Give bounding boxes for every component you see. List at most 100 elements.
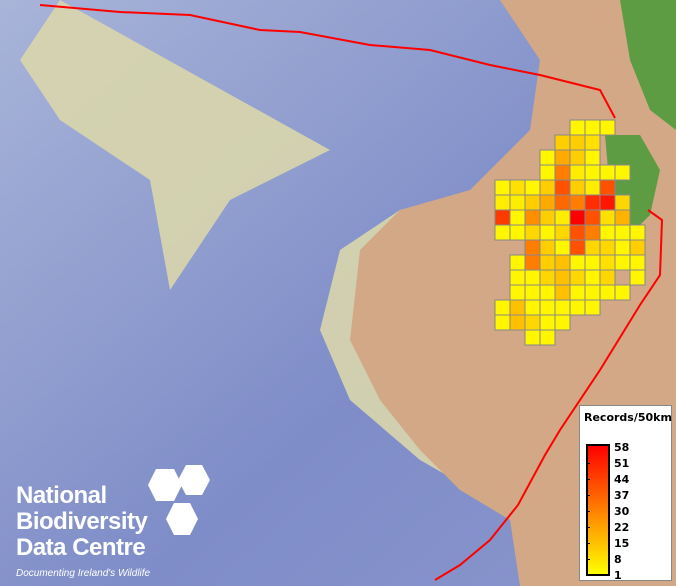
grid-square[interactable]: [614, 164, 631, 181]
grid-square[interactable]: [584, 149, 601, 166]
grid-square[interactable]: [539, 269, 556, 286]
grid-square[interactable]: [569, 254, 586, 271]
grid-square[interactable]: [569, 149, 586, 166]
grid-square[interactable]: [569, 269, 586, 286]
grid-square[interactable]: [614, 224, 631, 241]
grid-square[interactable]: [509, 179, 526, 196]
grid-square[interactable]: [599, 164, 616, 181]
grid-square[interactable]: [629, 269, 646, 286]
grid-square[interactable]: [554, 239, 571, 256]
grid-square[interactable]: [614, 194, 631, 211]
grid-square[interactable]: [569, 209, 586, 226]
grid-square[interactable]: [584, 134, 601, 151]
grid-square[interactable]: [539, 164, 556, 181]
grid-square[interactable]: [524, 284, 541, 301]
grid-square[interactable]: [554, 284, 571, 301]
grid-square[interactable]: [524, 224, 541, 241]
grid-square[interactable]: [599, 224, 616, 241]
grid-square[interactable]: [584, 299, 601, 316]
grid-square[interactable]: [524, 179, 541, 196]
grid-square[interactable]: [539, 284, 556, 301]
grid-square[interactable]: [584, 284, 601, 301]
grid-square[interactable]: [509, 254, 526, 271]
grid-square[interactable]: [524, 329, 541, 346]
grid-square[interactable]: [524, 209, 541, 226]
grid-square[interactable]: [554, 314, 571, 331]
grid-square[interactable]: [569, 119, 586, 136]
grid-square[interactable]: [539, 329, 556, 346]
grid-square[interactable]: [569, 284, 586, 301]
grid-square[interactable]: [524, 254, 541, 271]
grid-square[interactable]: [554, 269, 571, 286]
grid-square[interactable]: [614, 284, 631, 301]
grid-square[interactable]: [554, 179, 571, 196]
grid-square[interactable]: [539, 194, 556, 211]
grid-square[interactable]: [509, 269, 526, 286]
grid-square[interactable]: [599, 254, 616, 271]
grid-square[interactable]: [614, 239, 631, 256]
grid-square[interactable]: [584, 179, 601, 196]
grid-square[interactable]: [569, 134, 586, 151]
grid-square[interactable]: [569, 179, 586, 196]
grid-square[interactable]: [569, 194, 586, 211]
grid-square[interactable]: [509, 314, 526, 331]
grid-square[interactable]: [554, 299, 571, 316]
grid-square[interactable]: [494, 179, 511, 196]
grid-square[interactable]: [524, 299, 541, 316]
grid-square[interactable]: [554, 134, 571, 151]
grid-square[interactable]: [584, 164, 601, 181]
grid-square[interactable]: [494, 314, 511, 331]
grid-square[interactable]: [539, 239, 556, 256]
grid-square[interactable]: [599, 179, 616, 196]
grid-square[interactable]: [599, 209, 616, 226]
grid-square[interactable]: [569, 164, 586, 181]
grid-square[interactable]: [539, 299, 556, 316]
grid-square[interactable]: [539, 209, 556, 226]
grid-square[interactable]: [524, 269, 541, 286]
grid-square[interactable]: [509, 224, 526, 241]
grid-square[interactable]: [584, 254, 601, 271]
grid-square[interactable]: [494, 194, 511, 211]
grid-square[interactable]: [584, 119, 601, 136]
grid-square[interactable]: [629, 224, 646, 241]
grid-square[interactable]: [524, 194, 541, 211]
grid-square[interactable]: [554, 254, 571, 271]
grid-square[interactable]: [599, 269, 616, 286]
grid-square[interactable]: [599, 194, 616, 211]
grid-square[interactable]: [569, 239, 586, 256]
grid-square[interactable]: [539, 314, 556, 331]
grid-square[interactable]: [524, 239, 541, 256]
grid-square[interactable]: [584, 239, 601, 256]
grid-square[interactable]: [509, 194, 526, 211]
grid-square[interactable]: [509, 284, 526, 301]
grid-square[interactable]: [599, 119, 616, 136]
grid-square[interactable]: [539, 149, 556, 166]
grid-square[interactable]: [584, 194, 601, 211]
grid-square[interactable]: [569, 299, 586, 316]
grid-square[interactable]: [584, 269, 601, 286]
grid-square[interactable]: [554, 209, 571, 226]
grid-square[interactable]: [494, 209, 511, 226]
grid-square[interactable]: [614, 254, 631, 271]
grid-square[interactable]: [554, 224, 571, 241]
grid-square[interactable]: [599, 239, 616, 256]
grid-square[interactable]: [494, 299, 511, 316]
grid-square[interactable]: [554, 194, 571, 211]
grid-square[interactable]: [629, 254, 646, 271]
grid-square[interactable]: [554, 164, 571, 181]
grid-square[interactable]: [569, 224, 586, 241]
grid-square[interactable]: [509, 209, 526, 226]
grid-square[interactable]: [554, 149, 571, 166]
grid-square[interactable]: [539, 179, 556, 196]
grid-square[interactable]: [524, 314, 541, 331]
grid-square[interactable]: [494, 224, 511, 241]
grid-square[interactable]: [539, 254, 556, 271]
grid-square[interactable]: [614, 209, 631, 226]
grid-square[interactable]: [599, 284, 616, 301]
grid-square[interactable]: [629, 239, 646, 256]
grid-square[interactable]: [539, 224, 556, 241]
grid-square[interactable]: [509, 299, 526, 316]
grid-square[interactable]: [584, 224, 601, 241]
grid-square[interactable]: [584, 209, 601, 226]
